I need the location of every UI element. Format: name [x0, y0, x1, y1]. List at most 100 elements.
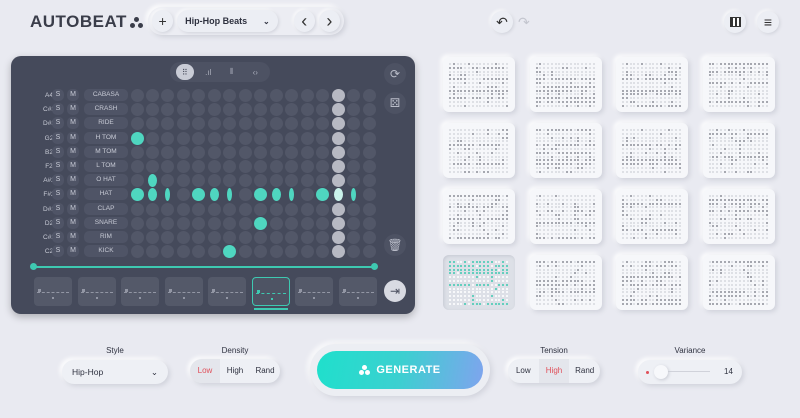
track-name[interactable]: H TOM: [84, 131, 128, 144]
track-name[interactable]: RIDE: [84, 117, 128, 130]
step-cell[interactable]: [346, 145, 360, 159]
step-cell[interactable]: [346, 160, 360, 173]
pattern-slot[interactable]: [338, 277, 377, 306]
step-cell[interactable]: [191, 89, 205, 102]
step-cell-active[interactable]: [147, 188, 157, 202]
step-cell[interactable]: [346, 216, 360, 230]
track-name[interactable]: CABASA: [84, 89, 128, 101]
step-cell[interactable]: [284, 202, 298, 216]
step-cell[interactable]: [176, 160, 190, 173]
step-cell[interactable]: [346, 117, 360, 131]
step-cell[interactable]: [207, 145, 221, 159]
step-cell[interactable]: [145, 216, 159, 230]
step-cell[interactable]: [362, 188, 376, 202]
solo-button[interactable]: S: [52, 145, 64, 158]
step-cell[interactable]: [300, 245, 314, 259]
step-cell[interactable]: [346, 89, 360, 102]
step-cell-active[interactable]: [333, 188, 343, 202]
step-cell-active[interactable]: [130, 188, 144, 202]
step-cell[interactable]: [362, 103, 376, 117]
solo-button[interactable]: S: [52, 89, 64, 101]
menu-button[interactable]: ≡: [757, 11, 779, 33]
loop-end-handle[interactable]: [371, 263, 378, 270]
step-cell[interactable]: [238, 145, 252, 159]
step-cell[interactable]: [269, 231, 283, 244]
pattern-slot[interactable]: [251, 277, 290, 306]
step-cell[interactable]: [253, 174, 267, 188]
library-pattern[interactable]: [443, 189, 515, 244]
loop-start-handle[interactable]: [30, 263, 37, 270]
step-cell[interactable]: [300, 103, 314, 117]
step-cell[interactable]: [269, 103, 283, 117]
step-cell[interactable]: [207, 131, 221, 145]
step-cell[interactable]: [362, 117, 376, 131]
pattern-slot[interactable]: [208, 277, 246, 306]
step-cell-active[interactable]: [253, 216, 267, 230]
mute-button[interactable]: M: [67, 89, 79, 101]
step-cell[interactable]: [331, 89, 345, 102]
step-cell[interactable]: [145, 160, 159, 173]
track-name[interactable]: L TOM: [84, 160, 128, 172]
step-cell[interactable]: [160, 202, 174, 216]
mute-button[interactable]: M: [67, 160, 79, 172]
step-cell[interactable]: [362, 131, 376, 145]
step-cell[interactable]: [145, 103, 159, 117]
step-cell[interactable]: [176, 174, 190, 188]
step-cell[interactable]: [176, 131, 190, 145]
step-cell[interactable]: [253, 202, 267, 216]
mute-button[interactable]: M: [67, 202, 79, 215]
step-cell[interactable]: [300, 231, 314, 244]
step-cell[interactable]: [331, 145, 345, 159]
step-cell[interactable]: [315, 216, 329, 230]
step-cell[interactable]: [346, 231, 360, 244]
step-cell[interactable]: [253, 89, 267, 102]
step-cell[interactable]: [145, 145, 159, 159]
step-cell[interactable]: [269, 245, 283, 259]
library-pattern[interactable]: [616, 255, 688, 310]
library-pattern[interactable]: [702, 57, 775, 112]
mute-button[interactable]: M: [67, 103, 79, 116]
step-cell[interactable]: [300, 202, 314, 216]
step-cell-active[interactable]: [209, 188, 219, 202]
step-cell[interactable]: [130, 202, 144, 216]
step-cell[interactable]: [222, 131, 236, 145]
redo-button[interactable]: ↷: [518, 14, 530, 31]
loop-range-track[interactable]: [33, 266, 374, 268]
step-cell[interactable]: [284, 174, 298, 188]
step-cell[interactable]: [269, 160, 283, 173]
step-cell[interactable]: [191, 103, 205, 117]
variance-handle[interactable]: [654, 365, 669, 379]
step-cell[interactable]: [238, 216, 252, 230]
step-cell[interactable]: [238, 245, 252, 259]
library-pattern[interactable]: [443, 57, 515, 112]
step-cell[interactable]: [362, 174, 376, 188]
step-cell[interactable]: [284, 89, 298, 102]
tension-rand[interactable]: Rand: [575, 366, 595, 375]
step-cell-active[interactable]: [288, 188, 294, 202]
step-cell[interactable]: [160, 89, 174, 102]
library-pattern[interactable]: [443, 255, 515, 310]
step-cell[interactable]: [300, 145, 314, 159]
step-cell[interactable]: [269, 145, 283, 159]
mute-button[interactable]: M: [67, 216, 79, 229]
library-pattern[interactable]: [702, 123, 775, 178]
library-pattern[interactable]: [616, 57, 688, 112]
mute-button[interactable]: M: [67, 188, 79, 201]
step-cell[interactable]: [145, 89, 159, 102]
randomize-button[interactable]: ⚄: [384, 92, 406, 114]
tension-high[interactable]: High: [538, 359, 570, 383]
step-cell[interactable]: [145, 231, 159, 244]
piano-button[interactable]: [724, 11, 746, 33]
step-cell[interactable]: [315, 103, 329, 117]
step-cell[interactable]: [284, 131, 298, 145]
step-cell[interactable]: [315, 245, 329, 259]
step-cell[interactable]: [130, 245, 144, 259]
mute-button[interactable]: M: [67, 117, 79, 130]
step-cell[interactable]: [315, 160, 329, 173]
prev-preset-button[interactable]: ‹: [293, 10, 315, 32]
step-cell[interactable]: [253, 245, 267, 259]
step-cell[interactable]: [253, 145, 267, 159]
step-cell[interactable]: [300, 131, 314, 145]
solo-button[interactable]: S: [52, 117, 64, 130]
step-cell[interactable]: [191, 174, 205, 188]
